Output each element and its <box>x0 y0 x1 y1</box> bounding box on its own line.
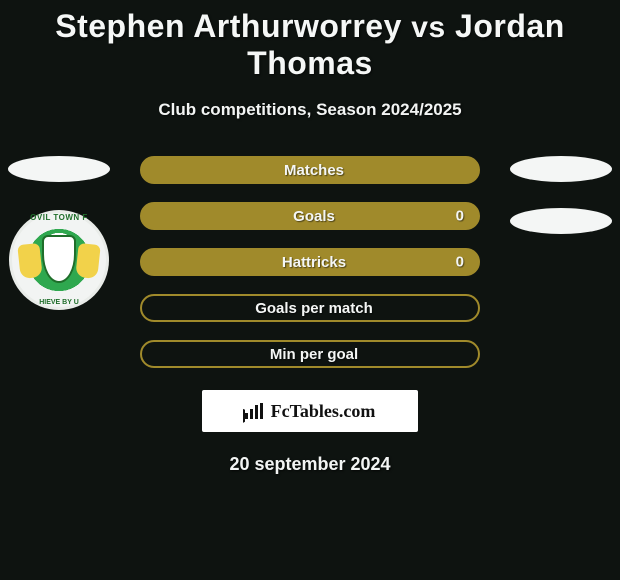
stat-bar: Hattricks 0 <box>140 248 480 276</box>
stat-bar: Min per goal <box>140 340 480 368</box>
left-column: OVIL TOWN F HIEVE BY U <box>4 156 114 310</box>
stat-bar-label: Goals per match <box>255 300 373 317</box>
stat-bar: Matches <box>140 156 480 184</box>
player-b-slot-icon <box>510 156 612 182</box>
crest-top-text: OVIL TOWN F <box>9 213 109 222</box>
stat-bar-value: 0 <box>456 208 464 225</box>
bars-chart-icon <box>245 403 265 419</box>
date-text: 20 september 2024 <box>0 454 620 475</box>
stat-bar-label: Matches <box>284 162 344 179</box>
stat-bar-label: Min per goal <box>270 346 358 363</box>
right-column <box>506 156 616 234</box>
crest-bottom-text: HIEVE BY U <box>9 299 109 306</box>
club-crest-icon: OVIL TOWN F HIEVE BY U <box>9 210 109 310</box>
comparison-panel: OVIL TOWN F HIEVE BY U MatchesGoals0Hatt… <box>0 156 620 368</box>
stat-bar: Goals per match <box>140 294 480 322</box>
brand-badge: FcTables.com <box>202 390 418 432</box>
vs-text: vs <box>411 11 445 44</box>
subtitle: Club competitions, Season 2024/2025 <box>0 100 620 120</box>
player-a-name: Stephen Arthurworrey <box>55 8 402 44</box>
brand-text: FcTables.com <box>271 401 376 422</box>
stat-bar-value: 0 <box>456 254 464 271</box>
crest-shield-icon <box>42 235 76 283</box>
stat-bar: Goals 0 <box>140 202 480 230</box>
player-b-club-slot-icon <box>510 208 612 234</box>
stat-bar-label: Goals <box>293 208 335 225</box>
stat-bars: Matches Goals 0 Hattricks 0 Goals per match Mi… <box>140 156 480 368</box>
player-a-slot-icon <box>8 156 110 182</box>
stat-bar-label: Hattricks <box>282 254 346 271</box>
page-title: Stephen Arthurworrey vs Jordan Thomas <box>0 0 620 82</box>
